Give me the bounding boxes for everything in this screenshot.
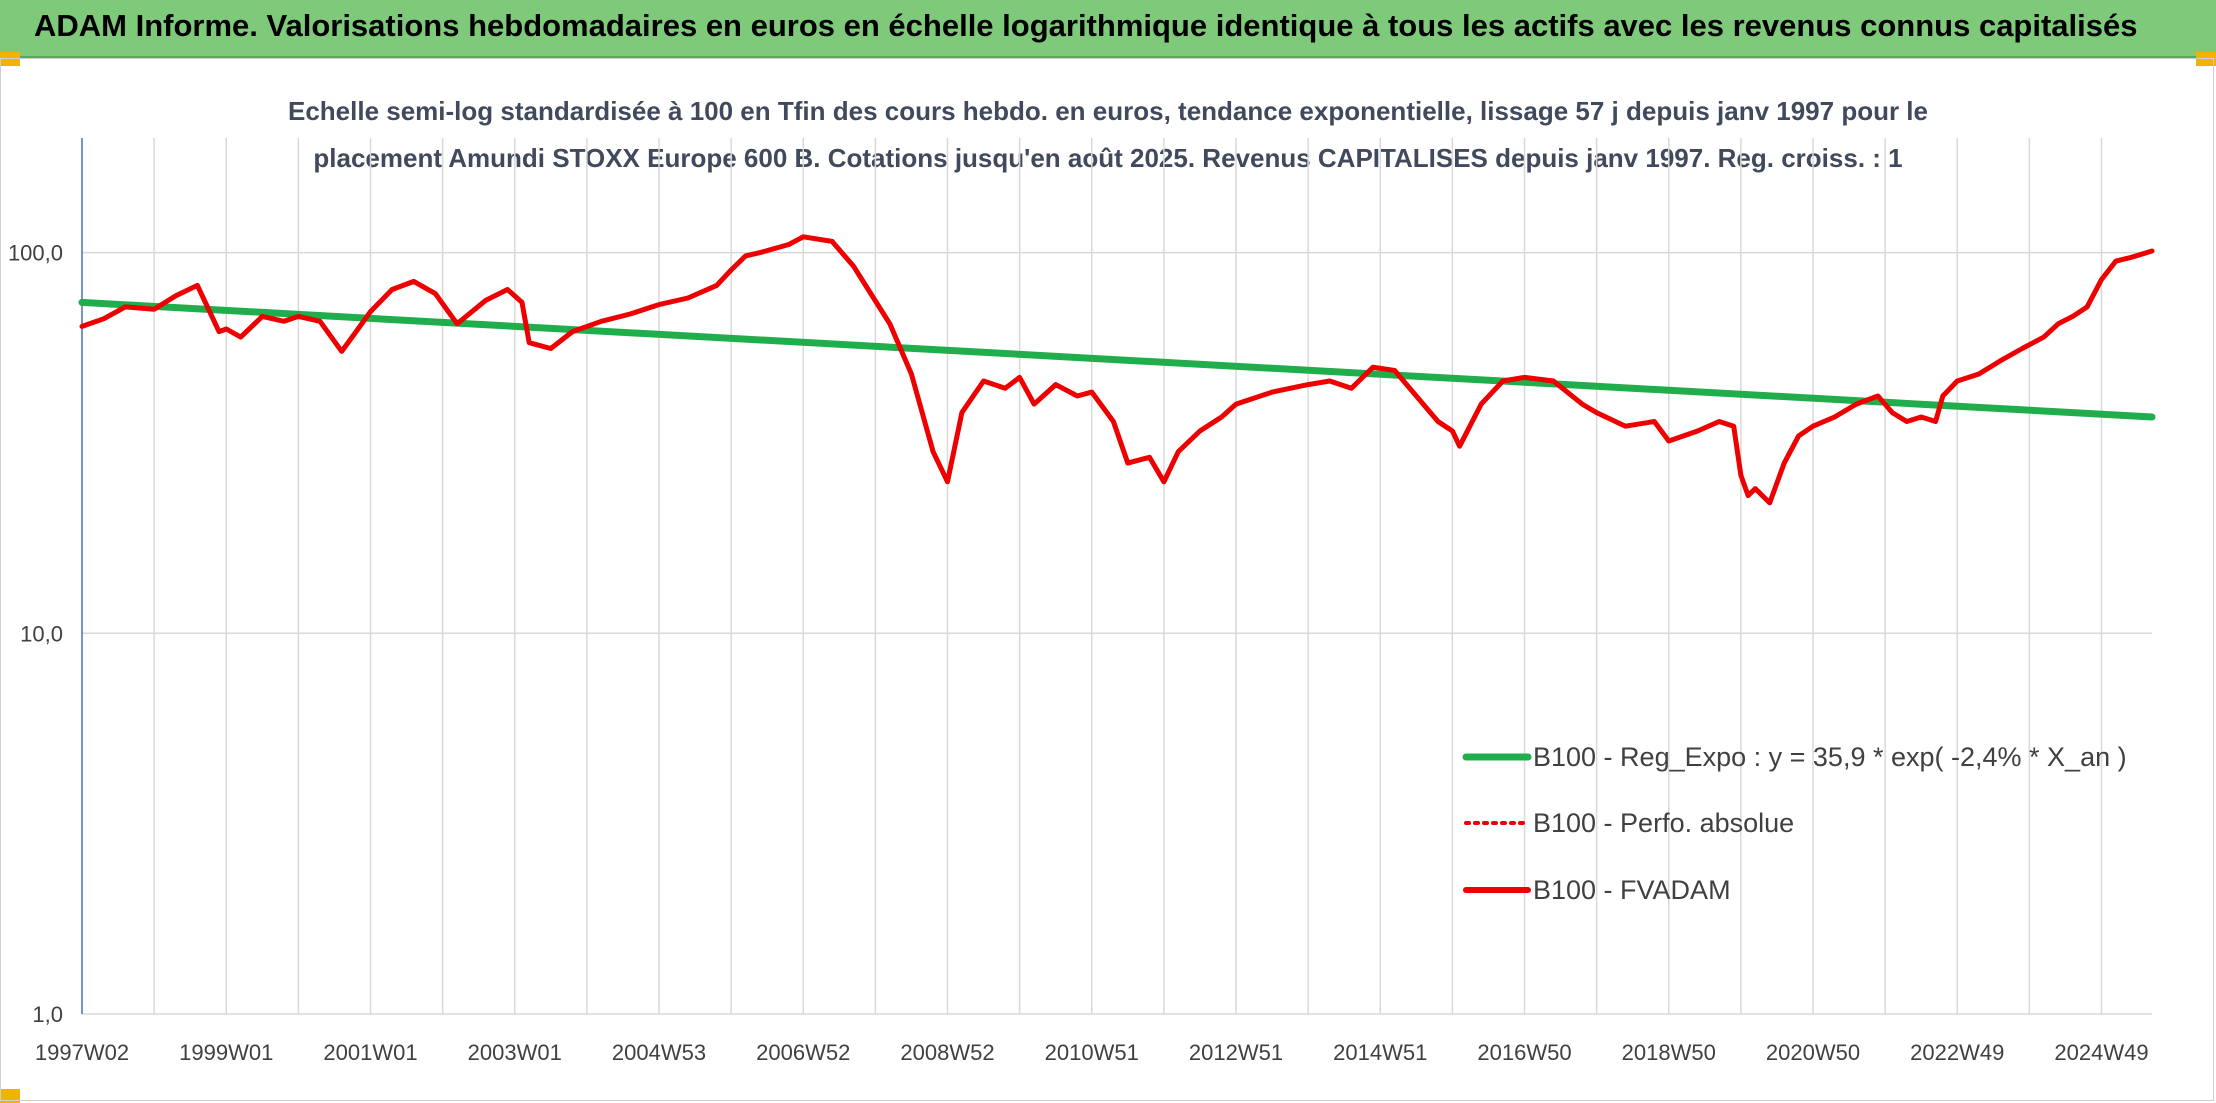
x-tick-label: 2018W50 (1622, 1040, 1716, 1065)
legend-label: B100 - FVADAM (1533, 875, 1731, 905)
legend-label: B100 - Reg_Expo : y = 35,9 * exp( -2,4% … (1533, 742, 2127, 772)
banner-title: ADAM Informe. Valorisations hebdomadaire… (34, 8, 2138, 43)
x-tick-label: 2014W51 (1333, 1040, 1427, 1065)
x-tick-label: 1997W02 (35, 1040, 129, 1065)
axes: 100,0 10,0 1,0 1997W02 1999W01 2001W01 2003W01… (8, 138, 2149, 1065)
grid-lines (82, 138, 2152, 1015)
x-tick-label: 2001W01 (323, 1040, 417, 1065)
x-tick-label: 2004W53 (612, 1040, 706, 1065)
corner-marker-top-right (2196, 52, 2216, 66)
x-tick-label: 1999W01 (179, 1040, 273, 1065)
x-tick-label: 2006W52 (756, 1040, 850, 1065)
x-tick-label: 2010W51 (1045, 1040, 1139, 1065)
x-tick-label: 2022W49 (1910, 1040, 2004, 1065)
legend-label: B100 - Perfo. absolue (1533, 808, 1794, 838)
x-tick-label: 2008W52 (900, 1040, 994, 1065)
series-line-regression (78, 298, 2156, 421)
y-tick-label: 1,0 (32, 1002, 63, 1027)
y-tick-label: 100,0 (8, 241, 63, 266)
corner-marker-top-left (0, 52, 20, 66)
x-tick-label: 2020W50 (1766, 1040, 1860, 1065)
corner-marker-bottom-left (0, 1089, 20, 1103)
title-banner: ADAM Informe. Valorisations hebdomadaire… (0, 0, 2216, 58)
chart-frame (0, 58, 2214, 1101)
x-tick-label: 2024W49 (2054, 1040, 2148, 1065)
chart-title-line-1: Echelle semi-log standardisée à 100 en T… (287, 96, 1928, 126)
series-lines (78, 234, 2156, 506)
y-tick-label: 10,0 (20, 621, 63, 646)
x-tick-label: 2016W50 (1477, 1040, 1571, 1065)
series-line-fvadam (79, 234, 2155, 506)
x-tick-label: 2012W51 (1189, 1040, 1283, 1065)
legend: B100 - Reg_Expo : y = 35,9 * exp( -2,4% … (1462, 742, 2127, 905)
chart-title-line-2: placement Amundi STOXX Europe 600 B. Cot… (313, 143, 1903, 173)
x-tick-label: 2003W01 (468, 1040, 562, 1065)
